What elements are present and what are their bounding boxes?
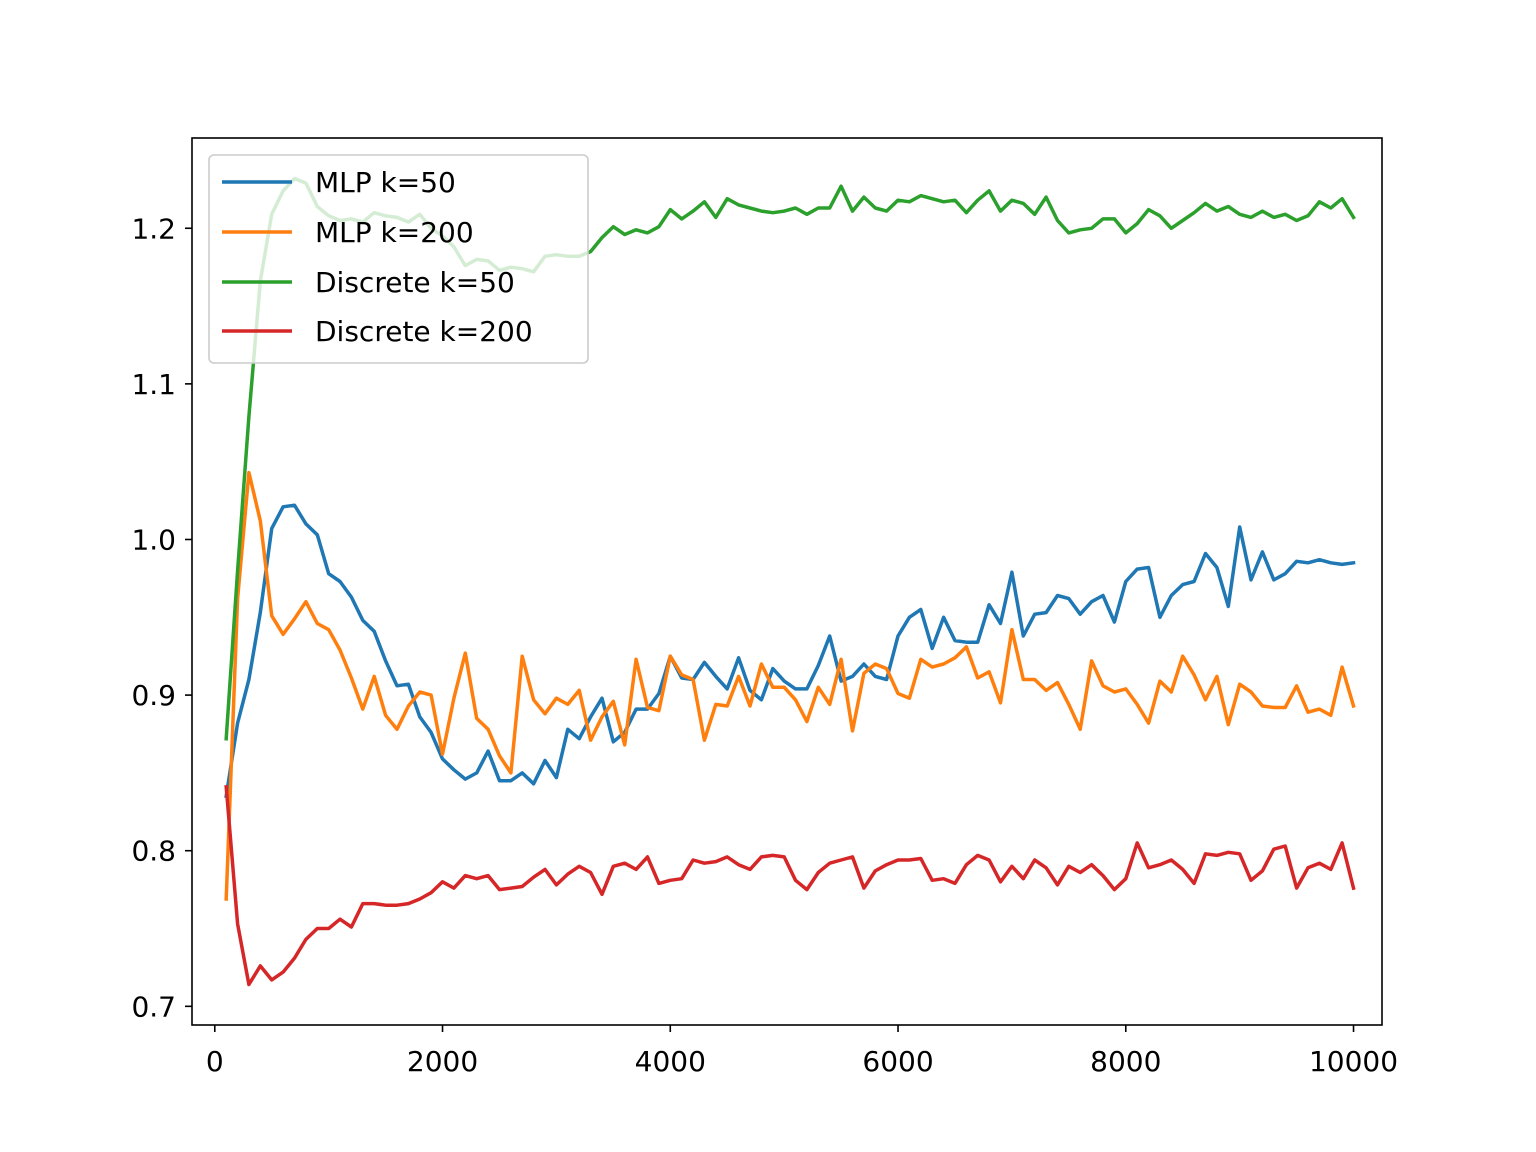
y-axis: 0.7 0.8 0.9 1.0 1.1 1.2 <box>131 212 192 1023</box>
series-line-3 <box>224 785 1356 987</box>
x-tick-label: 10000 <box>1309 1045 1398 1078</box>
x-tick-label: 6000 <box>862 1045 933 1078</box>
x-tick-label: 8000 <box>1090 1045 1161 1078</box>
y-tick-label: 0.8 <box>131 835 176 868</box>
y-tick-label: 1.2 <box>131 212 176 245</box>
x-tick-label: 4000 <box>635 1045 706 1078</box>
y-tick-label: 0.9 <box>131 679 176 712</box>
x-axis: 0 2000 4000 6000 8000 10000 <box>206 1025 1398 1078</box>
y-tick-label: 0.7 <box>131 990 176 1023</box>
legend-box <box>208 154 589 364</box>
legend-label-mlp-k200: MLP k=200 <box>315 216 474 249</box>
series-line-1 <box>224 470 1356 901</box>
legend-label-mlp-k50: MLP k=50 <box>315 166 456 199</box>
y-tick-label: 1.0 <box>131 523 176 556</box>
legend: MLP k=50 MLP k=200 Discrete k=50 Discret… <box>208 154 589 364</box>
legend-label-discrete-k200: Discrete k=200 <box>315 315 533 348</box>
y-tick-label: 1.1 <box>131 368 176 401</box>
legend-label-discrete-k50: Discrete k=50 <box>315 266 515 299</box>
x-tick-label: 2000 <box>407 1045 478 1078</box>
x-tick-label: 0 <box>206 1045 224 1078</box>
plot-frame <box>191 137 1383 1026</box>
